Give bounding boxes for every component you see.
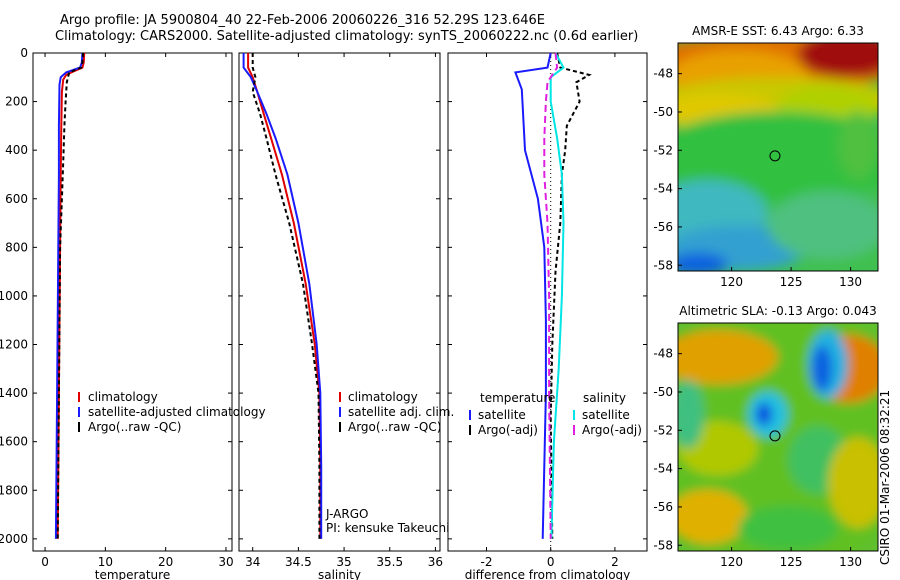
chart-title-line2: Climatology: CARS2000. Satellite-adjuste…	[55, 29, 639, 44]
map-field-patch	[678, 329, 778, 385]
depth-tick-label: 1800	[0, 483, 28, 497]
salinity-xtick-label: 34.5	[285, 555, 312, 569]
legend-label: satellite-adjusted climatology	[88, 405, 266, 419]
sst-map-title: AMSR-E SST: 6.43 Argo: 6.33	[692, 24, 864, 38]
sst-map-ytick-label: -52	[653, 143, 673, 157]
difference-xtick-label: -2	[481, 555, 493, 569]
sst-map-xtick-label: 120	[720, 275, 743, 289]
map-field	[678, 43, 878, 271]
map-field-patch	[838, 111, 878, 180]
sla-map-ytick-label: -58	[653, 538, 673, 552]
sla-map-ytick-label: -48	[653, 347, 673, 361]
depth-tick-label: 0	[20, 46, 28, 60]
legend-label: Argo(..raw -QC)	[348, 420, 441, 434]
temperature-axes-frame	[32, 52, 233, 552]
series-line-climatology	[56, 52, 86, 539]
series-line-argo-raw-qc-	[251, 53, 321, 539]
map-field-patch	[678, 380, 704, 449]
legend-label: satellite	[582, 408, 630, 422]
sla-map-ytick-label: -52	[653, 423, 673, 437]
sla-map-xtick-label: 130	[839, 555, 862, 569]
sst-map-ytick-label: -58	[653, 258, 673, 272]
salinity-axes-frame	[238, 52, 441, 552]
sst-heatmap	[678, 43, 878, 271]
temperature-xtick-label: 20	[158, 555, 173, 569]
sst-map-xtick-label: 130	[839, 275, 862, 289]
series-line-satellite-adj-clim-	[242, 53, 323, 539]
salinity-xtick-label: 35.5	[376, 555, 403, 569]
sst-map-ytick-label: -56	[653, 220, 673, 234]
difference-axes-frame	[447, 52, 648, 552]
series-line-climatology	[247, 53, 322, 539]
legend-group-title: temperature	[480, 391, 555, 405]
difference-xlabel: difference from climatology	[465, 568, 631, 580]
depth-tick-label: 600	[5, 192, 28, 206]
temperature-xtick-label: 0	[41, 555, 49, 569]
map-field-patch	[678, 252, 728, 271]
sst-map-ytick-label: -50	[653, 105, 673, 119]
depth-tick-label: 1000	[0, 289, 28, 303]
legend-label: Argo(-adj)	[582, 423, 642, 437]
sla-map-ytick-label: -54	[653, 462, 673, 476]
map-field-patch	[828, 437, 878, 529]
salinity-xtick-label: 34	[245, 555, 260, 569]
legend-label: climatology	[348, 390, 418, 404]
depth-tick-label: 1400	[0, 386, 28, 400]
legend-label: Argo(..raw -QC)	[88, 420, 181, 434]
legend-label: satellite adj. clim.	[348, 405, 454, 419]
legend-label: Argo(-adj)	[478, 423, 538, 437]
sla-map-frame	[677, 322, 879, 552]
depth-tick-label: 2000	[0, 532, 28, 546]
float-position-marker	[769, 430, 781, 442]
sla-map-ytick-label: -56	[653, 500, 673, 514]
map-field-patch	[678, 111, 878, 203]
map-field	[678, 323, 878, 551]
temperature-xtick-label: 10	[98, 555, 113, 569]
sst-map-frame	[677, 42, 879, 272]
legend-label: climatology	[88, 390, 158, 404]
difference-xtick-label: 2	[611, 555, 619, 569]
sla-heatmap	[678, 323, 878, 551]
map-field-patch	[678, 489, 748, 545]
depth-tick-label: 1200	[0, 338, 28, 352]
legend-group-title: salinity	[583, 391, 626, 405]
series-line-temperature-argo-adj-	[549, 52, 592, 539]
series-line-argo-raw-qc-	[56, 52, 85, 539]
sla-map-xtick-label: 120	[720, 555, 743, 569]
map-field-patch	[812, 345, 832, 392]
credit-label: CSIRO 01-Mar-2006 08:32:21	[878, 389, 892, 565]
pi-annotation: PI: kensuke Takeuchi	[326, 521, 449, 535]
depth-tick-label: 200	[5, 95, 28, 109]
sla-map-xtick-label: 125	[780, 555, 803, 569]
series-line-salinity-argo-adj-	[543, 52, 559, 539]
jargo-annotation: J-ARGO	[325, 507, 368, 521]
map-field-patch	[738, 505, 838, 551]
depth-tick-label: 800	[5, 240, 28, 254]
map-field-patch	[798, 43, 878, 78]
temperature-xtick-label: 30	[218, 555, 233, 569]
float-position-marker	[769, 150, 781, 162]
sst-map-ytick-label: -48	[653, 67, 673, 81]
map-field-patch	[756, 402, 772, 426]
sla-map-ytick-label: -50	[653, 385, 673, 399]
salinity-xtick-label: 36	[428, 555, 443, 569]
difference-xtick-label: 0	[547, 555, 555, 569]
series-line-temperature-satellite	[514, 52, 552, 539]
legend-label: satellite	[478, 408, 526, 422]
chart-title-line1: Argo profile: JA 5900804_40 22-Feb-2006 …	[60, 13, 545, 28]
sla-map-title: Altimetric SLA: -0.13 Argo: 0.043	[679, 304, 876, 318]
map-field-patch	[768, 191, 878, 260]
salinity-xlabel: salinity	[318, 568, 361, 580]
depth-tick-label: 1600	[0, 435, 28, 449]
sst-map-xtick-label: 125	[780, 275, 803, 289]
salinity-xtick-label: 35	[336, 555, 351, 569]
sst-map-ytick-label: -54	[653, 182, 673, 196]
series-line-salinity-satellite	[549, 52, 565, 539]
temperature-xlabel: temperature	[95, 568, 170, 580]
depth-tick-label: 400	[5, 143, 28, 157]
